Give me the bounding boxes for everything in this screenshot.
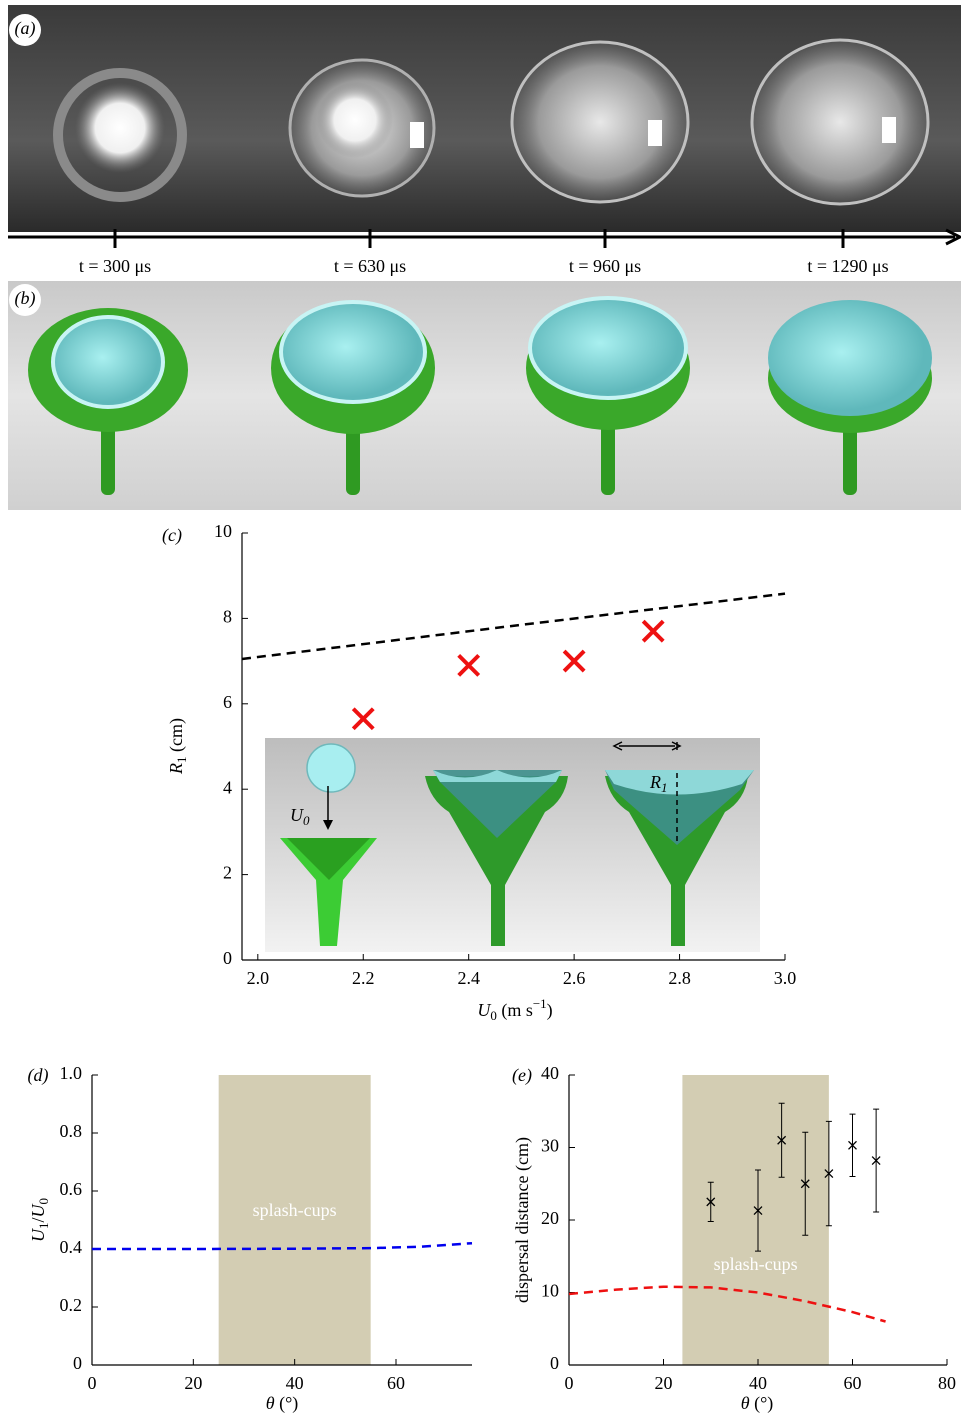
marker xyxy=(641,619,665,643)
marker xyxy=(800,1179,810,1189)
photo-strip: (a) xyxy=(8,5,961,232)
panel-label: (e) xyxy=(512,1065,532,1086)
axis-label: R1 (cm) xyxy=(166,718,189,775)
model-line xyxy=(241,592,786,661)
x-tick-label: 60 xyxy=(844,1373,862,1393)
y-tick-label: 40 xyxy=(541,1063,559,1083)
axis-label: θ (°) xyxy=(741,1393,774,1414)
inset-label: U0 xyxy=(290,805,310,828)
marker xyxy=(457,653,481,677)
label-part: 0 xyxy=(490,1008,497,1023)
y-tick-label: 0 xyxy=(550,1353,559,1373)
y-tick-label: 0 xyxy=(223,948,232,968)
timeline: t = 300 μs t = 630 μs t = 960 μs t = 129… xyxy=(8,228,961,276)
x-tick-label: 20 xyxy=(184,1373,202,1393)
label-part: 1 xyxy=(36,1223,51,1230)
panel-label: (d) xyxy=(28,1065,49,1086)
x-tick-label: 2.4 xyxy=(457,968,480,988)
label-part: (°) xyxy=(275,1393,299,1414)
model-line xyxy=(92,1241,473,1251)
marker xyxy=(848,1140,857,1150)
y-tick-label: 4 xyxy=(223,777,232,797)
y-tick-label: 0.8 xyxy=(60,1121,83,1141)
y-tick-label: 6 xyxy=(223,692,232,712)
label-part: −1 xyxy=(533,996,547,1011)
x-tick-label: 2.0 xyxy=(247,968,270,988)
axis-label: θ (°) xyxy=(266,1393,299,1414)
axis-label: U0 (m s−1) xyxy=(477,996,552,1023)
band-label: splash-cups xyxy=(714,1254,798,1274)
y-tick-label: 30 xyxy=(541,1136,559,1156)
inset-symbol: R xyxy=(649,772,661,792)
marker xyxy=(871,1156,881,1166)
y-tick-label: 0 xyxy=(73,1353,82,1373)
inset-label: R1 xyxy=(649,772,668,795)
marker xyxy=(824,1169,834,1179)
band xyxy=(682,1075,829,1365)
y-tick-label: 10 xyxy=(214,521,232,541)
inset-symbol: U xyxy=(290,805,304,825)
x-tick-label: 60 xyxy=(387,1373,405,1393)
y-tick-label: 10 xyxy=(541,1281,559,1301)
label-part: U xyxy=(477,1000,491,1020)
inset: U0 R1 xyxy=(265,738,760,952)
y-tick-label: 0.4 xyxy=(60,1237,83,1257)
y-tick-label: 0.6 xyxy=(60,1179,83,1199)
axis-label: dispersal distance (cm) xyxy=(512,1137,533,1303)
label-part: 1 xyxy=(174,756,189,763)
y-tick-label: 8 xyxy=(223,607,232,627)
x-tick-label: 2.2 xyxy=(352,968,375,988)
label-part: θ xyxy=(741,1393,750,1413)
marker xyxy=(706,1197,716,1207)
render-strip: (b) xyxy=(8,281,961,510)
x-tick-label: 80 xyxy=(938,1373,956,1393)
y-tick-label: 20 xyxy=(541,1208,559,1228)
label-part: R xyxy=(166,763,186,775)
y-tick-label: 1.0 xyxy=(60,1063,83,1083)
y-tick-label: 2 xyxy=(223,863,232,883)
x-tick-label: 2.6 xyxy=(563,968,586,988)
band xyxy=(218,1075,371,1365)
time-label: t = 300 μs xyxy=(79,256,151,276)
label-part: θ xyxy=(266,1393,275,1413)
label-part: (°) xyxy=(750,1393,774,1414)
label-part: dispersal distance (cm) xyxy=(512,1137,533,1303)
label-part: U xyxy=(28,1203,48,1217)
y-tick-label: 0.2 xyxy=(60,1295,83,1315)
marker xyxy=(562,649,586,673)
axis-label: U1/U0 xyxy=(28,1198,51,1242)
x-tick-label: 40 xyxy=(749,1373,767,1393)
x-tick-label: 3.0 xyxy=(774,968,797,988)
panel-label: (b) xyxy=(15,288,36,309)
marker xyxy=(351,707,375,731)
label-part: / xyxy=(28,1217,48,1222)
label-part: ) xyxy=(547,1000,553,1021)
model-line xyxy=(568,1285,886,1323)
x-tick-label: 20 xyxy=(655,1373,673,1393)
inset-subscript: 0 xyxy=(303,813,310,828)
x-tick-label: 0 xyxy=(88,1373,97,1393)
time-label: t = 630 μs xyxy=(334,256,406,276)
time-label: t = 1290 μs xyxy=(807,256,888,276)
marker xyxy=(753,1206,763,1216)
panel-label: (a) xyxy=(15,18,36,39)
label-part: U xyxy=(28,1228,48,1242)
x-tick-label: 40 xyxy=(286,1373,304,1393)
band-label: splash-cups xyxy=(253,1200,337,1220)
label-part: 0 xyxy=(36,1198,51,1205)
marker xyxy=(777,1135,787,1145)
x-tick-label: 0 xyxy=(565,1373,574,1393)
panel-label: (c) xyxy=(162,525,182,546)
label-part: (m s xyxy=(497,1000,533,1021)
x-tick-label: 2.8 xyxy=(668,968,691,988)
label-part: (cm) xyxy=(166,718,187,756)
inset-subscript: 1 xyxy=(661,780,668,795)
time-label: t = 960 μs xyxy=(569,256,641,276)
